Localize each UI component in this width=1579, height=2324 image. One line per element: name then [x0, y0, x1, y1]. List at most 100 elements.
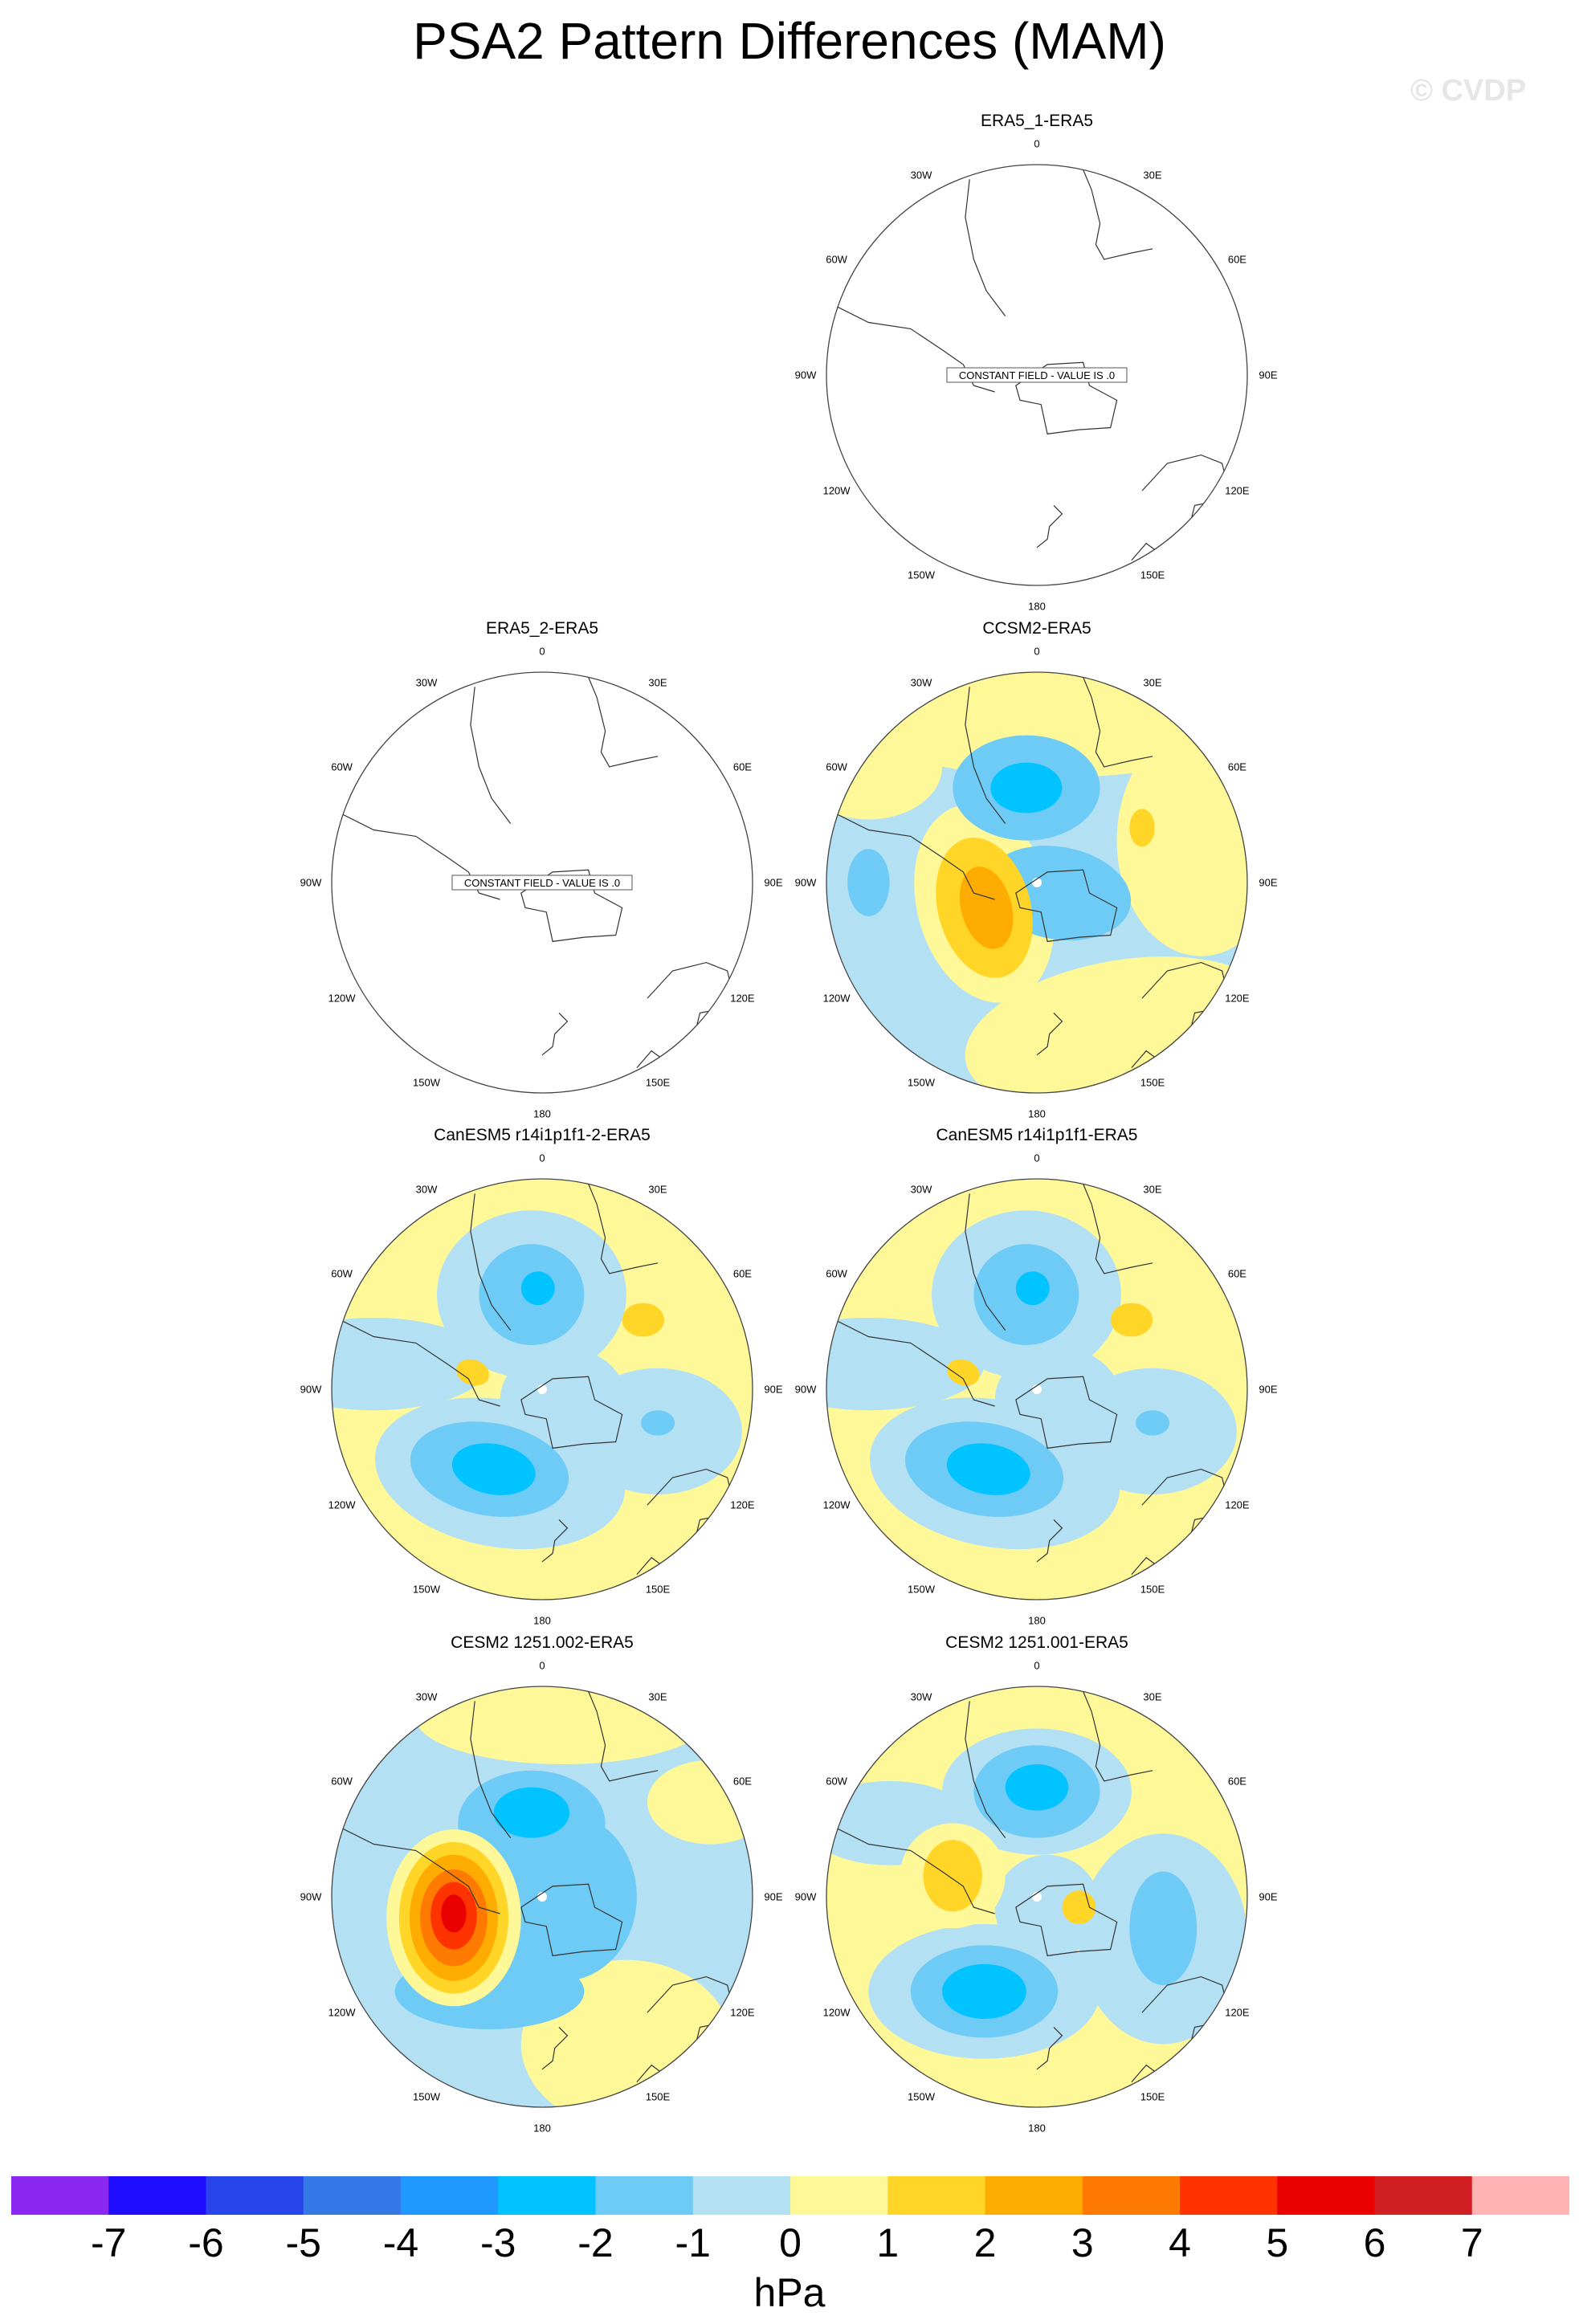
coastline [688, 714, 707, 732]
longitude-label: 90W [300, 1383, 322, 1396]
longitude-label: 30W [415, 1690, 438, 1703]
longitude-label: 120E [730, 2006, 755, 2019]
watermark: © CVDP [1410, 74, 1527, 108]
longitude-label: 150E [1140, 569, 1165, 581]
colorbar-swatch [1374, 2176, 1473, 2215]
coastline [470, 1701, 512, 1838]
longitude-label: 90W [794, 876, 817, 889]
longitude-label: 150E [645, 2090, 671, 2103]
longitude-label: 180 [1028, 1614, 1046, 1627]
figure-title: PSA2 Pattern Differences (MAM) [413, 12, 1166, 70]
longitude-label: 30W [910, 1183, 932, 1196]
longitude-label: 120E [1225, 484, 1250, 497]
longitude-label: 60E [1227, 1775, 1246, 1788]
contour-region [1129, 809, 1155, 847]
panel-title-canesm5-r14i1p1f1-era5: CanESM5 r14i1p1f1-ERA5 [936, 1126, 1138, 1144]
coastline [1080, 165, 1153, 260]
contour-region [1129, 1871, 1198, 1986]
coastline [1183, 206, 1202, 225]
coastline [1080, 1686, 1153, 1782]
longitude-label: 30E [648, 1690, 667, 1703]
polar-map-canesm5-r14i1p1f1-era5 [826, 1178, 1248, 1600]
panel-title-era5-1-era5: ERA5_1-ERA5 [980, 112, 1094, 130]
colorbar-tick-label: -5 [285, 2220, 321, 2265]
coastline [332, 1822, 500, 1914]
panel-title-cesm2-1251-001-era5: CESM2 1251.001-ERA5 [945, 1633, 1128, 1652]
coastline [965, 687, 1006, 824]
longitude-label: 120W [328, 1498, 356, 1511]
colorbar-swatch [790, 2176, 888, 2215]
longitude-label: 150W [908, 569, 935, 581]
longitude-label: 60W [331, 1775, 353, 1788]
longitude-label: 30E [1143, 169, 1162, 181]
longitude-label: 90E [1259, 369, 1278, 381]
panel-title-ccsm2-era5: CCSM2-ERA5 [982, 619, 1091, 638]
colorbar-swatch [692, 2176, 791, 2215]
coastline [332, 1315, 500, 1407]
colorbar-swatch [108, 2176, 206, 2215]
longitude-label: 120E [1225, 1498, 1250, 1511]
longitude-label: 150W [413, 1076, 440, 1089]
longitude-label: 30E [648, 1183, 667, 1196]
coastline [1015, 1883, 1118, 1957]
longitude-label: 90E [1259, 876, 1278, 889]
coastline [541, 2026, 569, 2070]
colorbar-tick-label: 4 [1169, 2220, 1191, 2265]
longitude-label: 0 [1034, 137, 1040, 150]
colorbar-tick-label: 5 [1266, 2220, 1289, 2265]
longitude-label: 90E [1259, 1890, 1278, 1903]
longitude-label: 180 [1028, 600, 1046, 613]
contour-region [959, 866, 1014, 949]
coastline [1036, 504, 1063, 548]
constant-field-message: CONSTANT FIELD - VALUE IS .0 [464, 877, 620, 889]
coastline [1036, 1519, 1063, 1563]
coastline [1183, 714, 1202, 732]
longitude-label: 30W [415, 1183, 438, 1196]
polar-map-canesm5-r14i1p1f1-2-era5 [331, 1178, 753, 1600]
longitude-label: 180 [1028, 1107, 1046, 1120]
longitude-label: 180 [533, 1614, 551, 1627]
contour-region [332, 1317, 490, 1411]
contour-region [1110, 1303, 1153, 1337]
polar-map-cesm2-1251-002-era5 [331, 1686, 753, 2108]
longitude-label: 150W [908, 2090, 935, 2103]
longitude-label: 150E [1140, 2090, 1165, 2103]
polar-map-ccsm2-era5 [826, 671, 1248, 1094]
coastline [1015, 1376, 1118, 1449]
coastline [1183, 1221, 1202, 1239]
panel-title-era5-2-era5: ERA5_2-ERA5 [485, 619, 599, 638]
colorbar-tick-label: -3 [480, 2220, 516, 2265]
coastline [826, 1315, 995, 1407]
longitude-label: 150W [908, 1583, 935, 1596]
longitude-label: 60W [826, 1267, 847, 1280]
contour-region [942, 1963, 1026, 2019]
panel-title-canesm5-r14i1p1f1-2-era5: CanESM5 r14i1p1f1-2-ERA5 [434, 1126, 651, 1144]
colorbar-swatch [303, 2176, 402, 2215]
polar-map-cesm2-1251-001-era5 [826, 1686, 1248, 2108]
map-border [331, 1686, 753, 2108]
longitude-label: 90W [300, 1890, 322, 1903]
contour-region [946, 1443, 1030, 1495]
coastline [585, 1686, 659, 1782]
longitude-label: 90E [764, 1383, 783, 1396]
longitude-label: 90W [794, 1383, 817, 1396]
longitude-label: 60W [826, 1775, 847, 1788]
coastline [1015, 361, 1118, 435]
coastline [965, 179, 1006, 316]
polar-map-era5-2-era5: CONSTANT FIELD - VALUE IS .0 [331, 671, 753, 1094]
map-border [826, 1178, 1248, 1600]
coastline [520, 1883, 623, 1957]
colorbar [11, 2176, 1569, 2215]
longitude-label: 60E [732, 760, 752, 773]
longitude-label: 120W [822, 1498, 851, 1511]
contour-region [489, 1812, 637, 1981]
constant-field-message: CONSTANT FIELD - VALUE IS .0 [959, 369, 1115, 381]
constant-field-box [451, 875, 633, 891]
longitude-label: 30W [910, 169, 932, 181]
coastline [965, 1701, 1006, 1838]
coastline [585, 1179, 659, 1274]
longitude-label: 120W [822, 2006, 851, 2019]
longitude-label: 180 [1028, 2122, 1046, 2134]
coastline [826, 808, 995, 900]
contour-region [415, 1686, 711, 1764]
